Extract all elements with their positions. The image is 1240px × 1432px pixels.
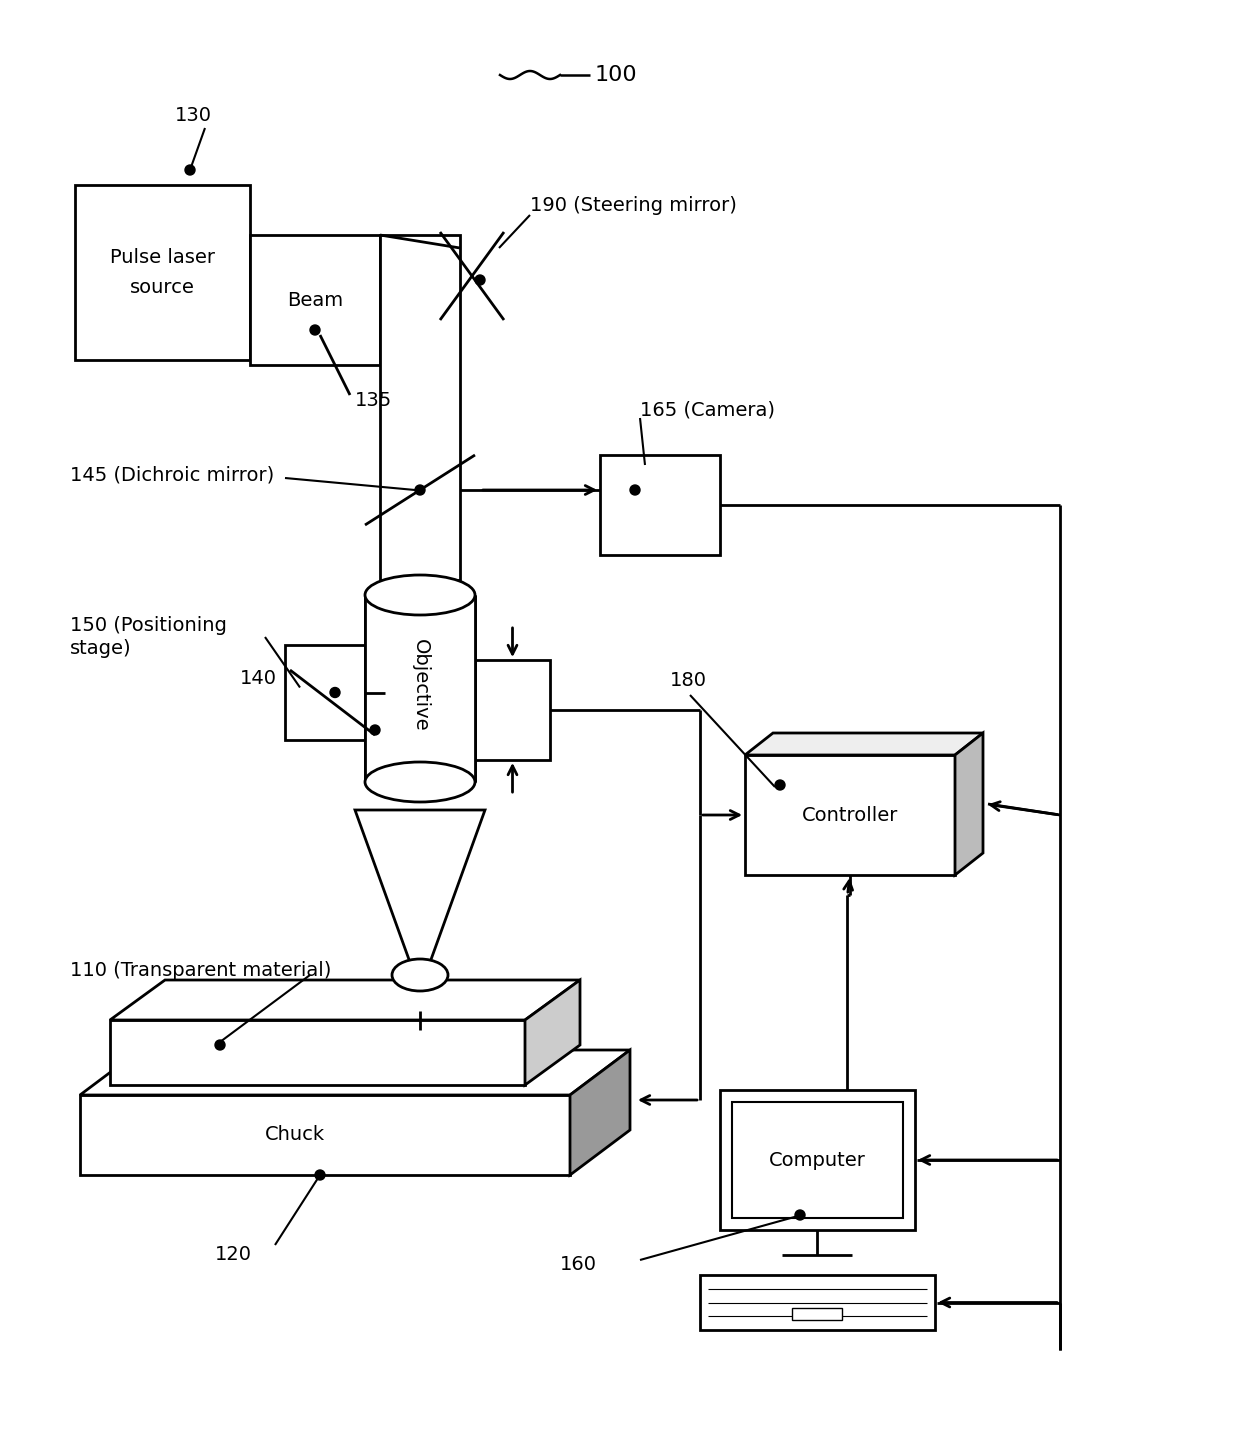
Bar [74,185,250,359]
Polygon shape [81,1050,630,1095]
Text: Beam: Beam [286,291,343,309]
Polygon shape [110,979,580,1020]
Text: Objective: Objective [410,639,429,732]
Text: Chuck: Chuck [265,1126,325,1144]
Text: Controller: Controller [802,805,898,825]
Bar [475,660,551,760]
Circle shape [630,485,640,495]
Polygon shape [355,811,485,990]
Bar [600,455,720,556]
Bar [365,596,475,782]
Bar [732,1103,903,1219]
Bar [792,1307,842,1320]
Ellipse shape [365,576,475,614]
Bar [745,755,955,875]
Polygon shape [955,733,983,875]
Text: 140: 140 [241,669,277,687]
Text: 135: 135 [355,391,392,410]
Text: 160: 160 [560,1256,596,1274]
Bar [701,1274,935,1330]
Circle shape [185,165,195,175]
Circle shape [370,725,379,735]
Circle shape [215,1040,224,1050]
Text: Computer: Computer [769,1150,866,1170]
Polygon shape [745,733,983,755]
Bar [250,235,379,365]
Text: 100: 100 [595,64,637,84]
Circle shape [775,780,785,790]
Text: source: source [130,278,195,296]
Polygon shape [525,979,580,1085]
Circle shape [795,1210,805,1220]
Ellipse shape [365,762,475,802]
Bar [379,235,460,580]
Polygon shape [570,1050,630,1176]
Bar [720,1090,915,1230]
Circle shape [415,485,425,495]
Bar [285,644,384,740]
Circle shape [475,275,485,285]
Circle shape [310,325,320,335]
Text: 190 (Steering mirror): 190 (Steering mirror) [529,196,737,215]
Ellipse shape [392,959,448,991]
Text: 150 (Positioning: 150 (Positioning [69,616,227,634]
Text: stage): stage) [69,639,131,657]
Text: 130: 130 [175,106,212,125]
Text: 120: 120 [215,1246,252,1264]
Circle shape [330,687,340,697]
Text: 165 (Camera): 165 (Camera) [640,401,775,420]
Text: Pulse laser: Pulse laser [110,248,215,266]
Text: 145 (Dichroic mirror): 145 (Dichroic mirror) [69,465,274,484]
Bar [110,1020,525,1085]
Bar [81,1095,570,1176]
Text: 110 (Transparent material): 110 (Transparent material) [69,961,331,979]
Circle shape [315,1170,325,1180]
Text: 180: 180 [670,670,707,689]
